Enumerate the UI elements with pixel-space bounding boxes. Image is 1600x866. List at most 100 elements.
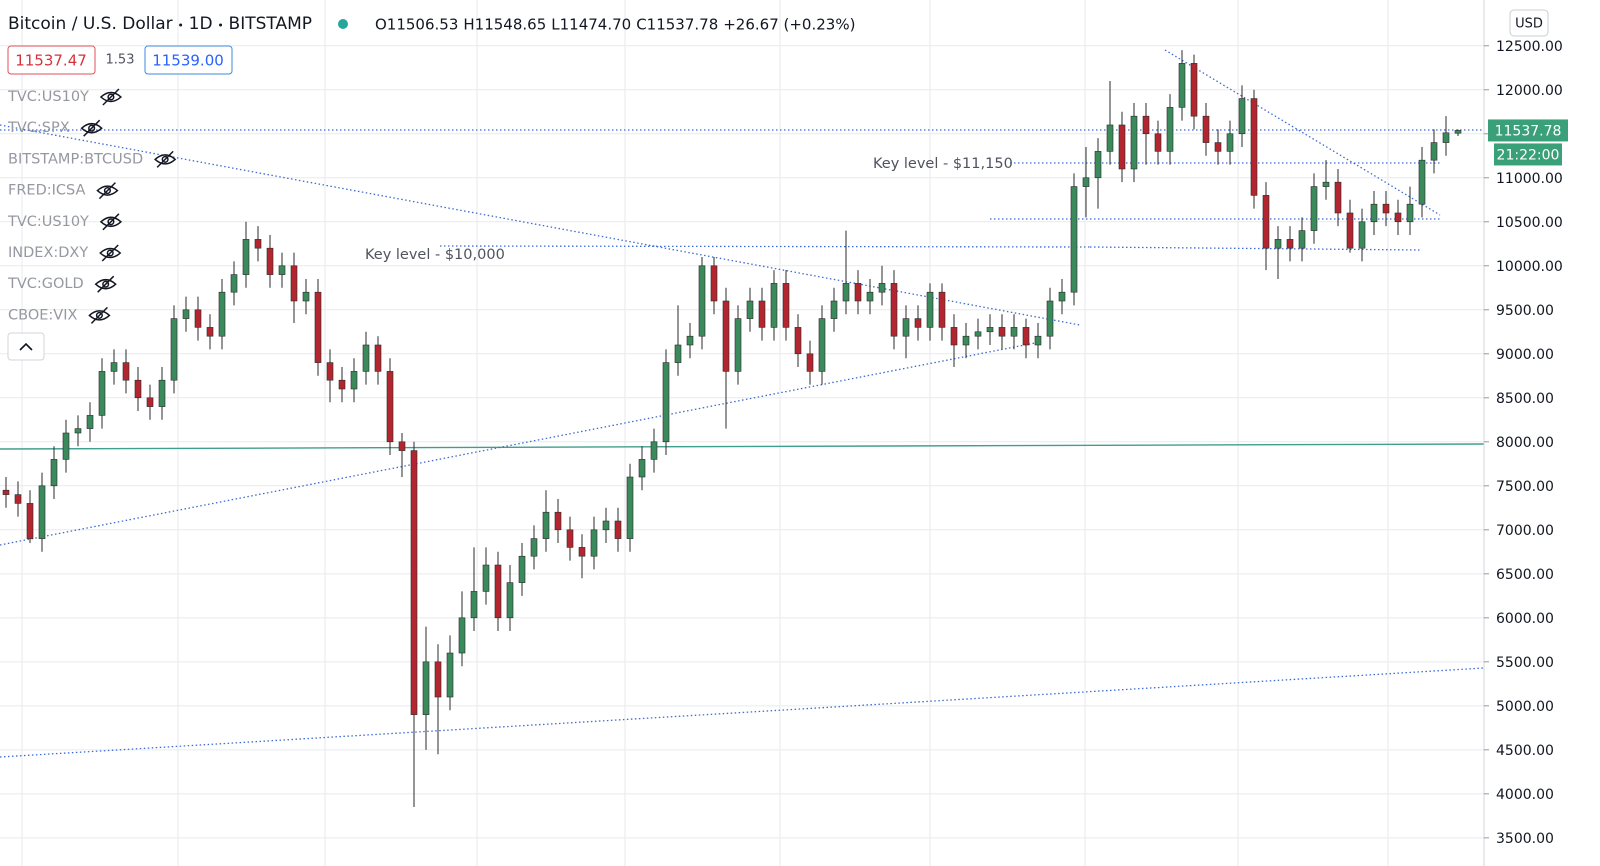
candle-body (1082, 177, 1090, 187)
eye-slash (97, 275, 115, 293)
candle-body (1406, 203, 1414, 223)
candle-body (446, 652, 454, 698)
y-tick-label: 9000.00 (1496, 347, 1554, 363)
sell-box[interactable] (7, 45, 96, 75)
candle-body (1058, 291, 1066, 302)
y-tick-label: 8000.00 (1496, 435, 1554, 451)
visibility-toggle[interactable] (154, 150, 177, 168)
candle-body (998, 327, 1006, 337)
candle-body (1022, 327, 1030, 346)
eye-slash (102, 88, 120, 106)
visibility-toggle[interactable] (99, 213, 123, 231)
candle-body (1202, 115, 1210, 143)
candle-body (1454, 130, 1462, 134)
candle-body (386, 371, 394, 443)
ohlc-value: +26.67 (+0.23%) (723, 16, 855, 34)
candle-body (1166, 107, 1174, 152)
y-tick-label: 4000.00 (1496, 787, 1554, 803)
eye-pupil (88, 124, 96, 132)
ohlc-value: L11474.70 (551, 16, 631, 34)
indicator-name: CBOE:VIX (8, 307, 77, 323)
ohlc-legend: O11506.53 H11548.65 L11474.70 C11537.78 +26.… (375, 16, 855, 34)
candle-body (518, 555, 526, 583)
candle-body (158, 379, 166, 407)
candle-body (242, 239, 250, 275)
buy-box[interactable] (144, 45, 233, 75)
candle-body (290, 265, 298, 302)
ohlc-value: H11548.65 (463, 16, 546, 34)
last-price-label: 11537.78 21:22:00 (1488, 119, 1568, 166)
candle-body (878, 283, 886, 293)
candle-body (398, 441, 406, 451)
candle-body (1334, 181, 1342, 214)
candle-body (962, 335, 970, 346)
countdown-box (1494, 143, 1562, 166)
candle-body (1394, 212, 1402, 223)
candle-body (866, 291, 874, 302)
candle-body (782, 283, 790, 328)
symbol-title: Bitcoin / U.S. Dollar (8, 14, 173, 34)
candle-body (1250, 98, 1258, 196)
y-tick-label: 9500.00 (1496, 303, 1554, 319)
currency-button[interactable]: USD (1509, 9, 1549, 37)
candle-body (542, 511, 550, 539)
candle-body (590, 529, 598, 557)
visibility-toggle[interactable] (94, 275, 117, 293)
collapse-button[interactable] (7, 332, 45, 361)
currency-label: USD (1515, 17, 1543, 32)
candle-body (374, 344, 382, 372)
candle-body (122, 362, 130, 381)
y-tick-label: 7500.00 (1496, 479, 1554, 495)
candle-body (1226, 133, 1234, 152)
eye-pupil (103, 187, 111, 195)
candle-body (1094, 151, 1102, 179)
candle-body (926, 291, 934, 328)
candle-body (734, 318, 742, 372)
candle-body (938, 291, 946, 328)
candle-body (1346, 212, 1354, 249)
candle-body (1262, 195, 1270, 249)
visibility-toggle[interactable] (80, 119, 103, 137)
eye-slash (156, 150, 174, 168)
candle-body (326, 362, 334, 381)
candle-body (38, 485, 46, 539)
spread: 1.53 (106, 53, 135, 68)
eye-pupil (107, 93, 115, 101)
candle-body (1286, 239, 1294, 249)
eye-pupil (95, 311, 103, 319)
candle-body (14, 494, 22, 504)
candle-body (662, 362, 670, 443)
y-tick-label: 8500.00 (1496, 391, 1554, 407)
visibility-toggle[interactable] (99, 244, 122, 262)
candle-body (1370, 203, 1378, 223)
candle-body (230, 274, 238, 293)
candle-body (434, 661, 442, 698)
candle-body (218, 291, 226, 337)
vertical-grid (21, 0, 1389, 866)
candle-body (1178, 63, 1186, 108)
visibility-toggle[interactable] (99, 88, 123, 106)
candle-body (1130, 115, 1138, 170)
header: Bitcoin / U.S. Dollar 1D BITSTAMP O11506… (8, 14, 855, 34)
visibility-toggle[interactable] (96, 182, 119, 200)
y-tick-label: 5500.00 (1496, 655, 1554, 671)
candle-body (758, 300, 766, 328)
candle-body (818, 318, 826, 372)
trade-boxes: 11537.47 1.53 11539.00 (7, 45, 233, 75)
candle-body (830, 300, 838, 319)
eye-pupil (106, 249, 114, 257)
candle-body (482, 564, 490, 592)
candle-body (698, 265, 706, 337)
y-tick-label: 6500.00 (1496, 567, 1554, 583)
candle-body (530, 538, 538, 557)
candle-body (182, 309, 190, 319)
candle-body (1142, 115, 1150, 135)
candle-body (350, 371, 358, 390)
candle-body (902, 318, 910, 337)
visibility-toggle[interactable] (88, 306, 111, 324)
indicator-name: TVC:SPX (7, 120, 70, 136)
trend-drawings (0, 49, 1485, 758)
separator (219, 23, 223, 27)
candle-body (890, 283, 898, 337)
